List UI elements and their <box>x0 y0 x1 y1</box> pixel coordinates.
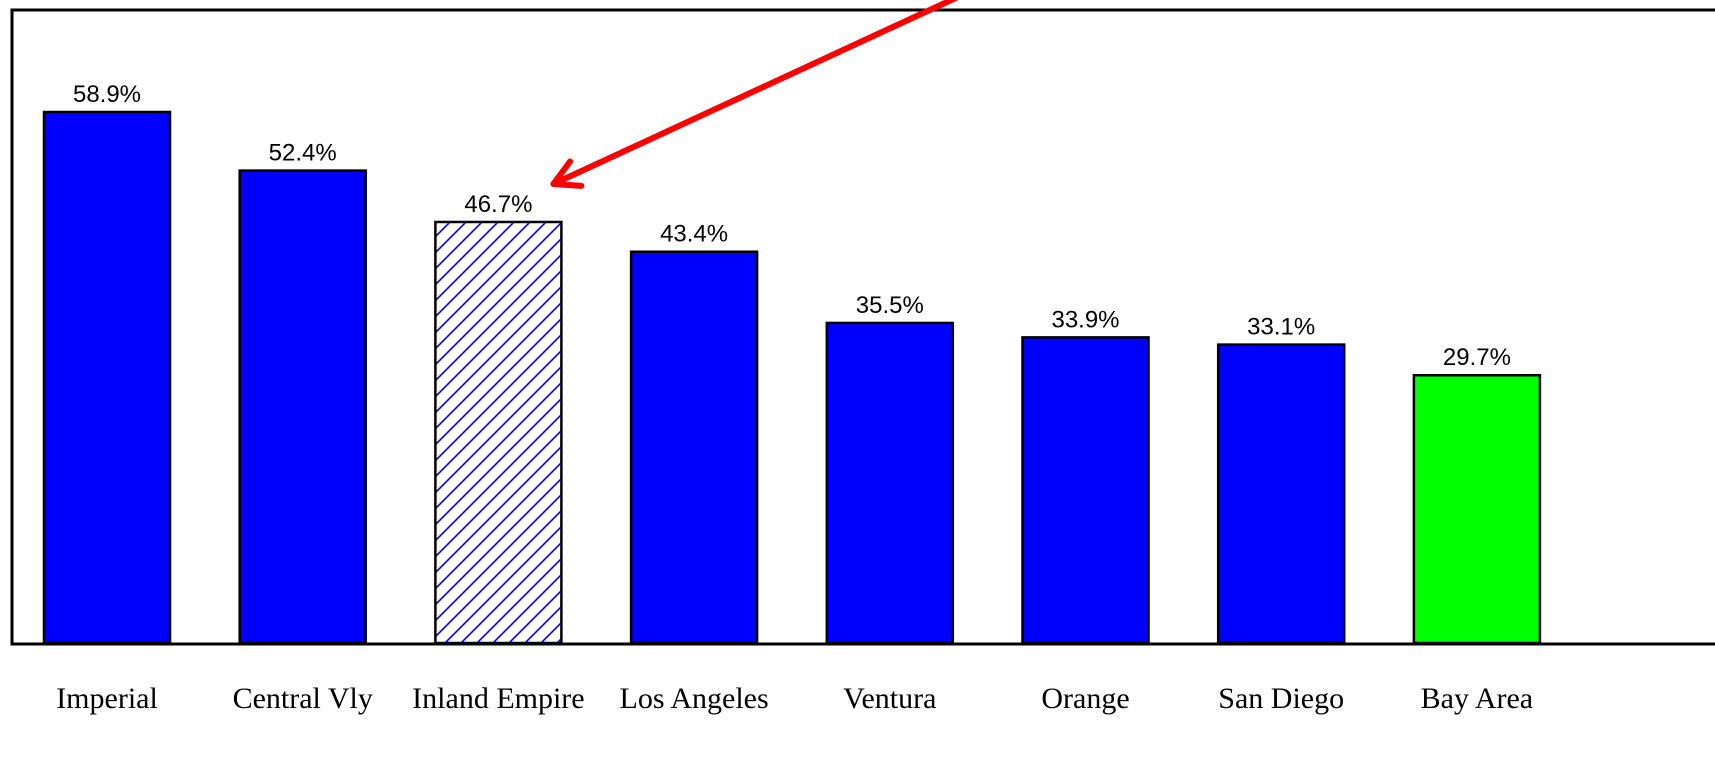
bar-ventura <box>825 321 955 645</box>
category-label-orange: Orange <box>1041 682 1129 715</box>
value-label-orange: 33.9% <box>1051 306 1119 333</box>
value-label-ventura: 35.5% <box>856 292 924 319</box>
annotation-arrow-head <box>550 158 585 189</box>
value-label-central-vly: 52.4% <box>269 140 337 167</box>
bar-los-angeles <box>629 250 759 645</box>
value-label-inland-empire: 46.7% <box>464 191 532 218</box>
category-label-bay-area: Bay Area <box>1421 682 1533 715</box>
bar-imperial <box>42 110 172 645</box>
bar-central-vly <box>238 169 367 645</box>
value-label-los-angeles: 43.4% <box>660 221 728 248</box>
bar-san-diego <box>1216 343 1346 645</box>
value-label-bay-area: 29.7% <box>1443 344 1511 371</box>
bar-bay-area <box>1412 373 1542 645</box>
value-label-imperial: 58.9% <box>73 81 141 108</box>
category-label-san-diego: San Diego <box>1218 682 1344 715</box>
category-label-los-angeles: Los Angeles <box>620 682 769 715</box>
value-label-san-diego: 33.1% <box>1247 314 1315 341</box>
category-label-inland-empire: Inland Empire <box>412 682 584 715</box>
bar-orange <box>1021 336 1150 645</box>
bar-inland-empire <box>434 220 563 645</box>
annotation-arrow-line <box>550 0 959 187</box>
category-label-imperial: Imperial <box>56 682 158 715</box>
category-label-central-vly: Central Vly <box>233 682 373 715</box>
category-label-ventura: Ventura <box>843 682 936 715</box>
